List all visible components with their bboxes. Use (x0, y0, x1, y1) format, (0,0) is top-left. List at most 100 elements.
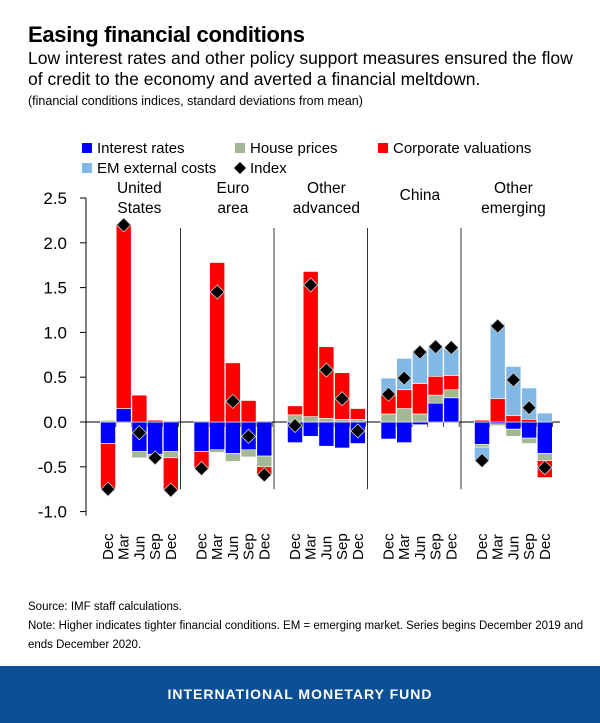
y-tick-label: 0.0 (43, 413, 67, 432)
x-tick-label: Dec (194, 533, 211, 560)
x-tick-label: Jun (318, 536, 335, 560)
bar-segment-house (443, 389, 460, 399)
panel-label: emerging (481, 200, 546, 217)
x-tick-label: Dec (537, 533, 554, 560)
y-tick-label: 2.0 (43, 234, 67, 253)
index-marker (428, 339, 444, 355)
legend-swatch-corp (378, 143, 388, 153)
bar-segment-house (380, 413, 397, 423)
bar-segment-corp (225, 362, 241, 423)
bar-segment-corp (349, 408, 366, 420)
legend-label-index: Index (250, 160, 287, 177)
bar-segment-house (100, 419, 116, 423)
panel-label: Other (494, 180, 533, 197)
index-marker (380, 386, 397, 402)
index-marker (521, 400, 537, 416)
bar-segment-house (256, 455, 273, 468)
panel-label: China (400, 187, 441, 204)
legend-label-corp: Corporate valuations (393, 140, 531, 157)
bar-segment-house (302, 416, 319, 423)
x-tick-label: Jun (131, 536, 148, 560)
x-tick-label: Mar (490, 534, 507, 560)
index-marker (241, 428, 257, 444)
chart-notes: Source: IMF staff calculations. Note: Hi… (28, 598, 588, 655)
bar-segment-interest (521, 421, 537, 439)
bar-segment-house (131, 451, 148, 459)
index-marker (116, 217, 132, 233)
panel-label: States (117, 200, 161, 217)
bar-segment-house (163, 451, 179, 459)
x-tick-label: Jun (225, 536, 242, 560)
bar-segment-house (536, 453, 553, 461)
index-marker (412, 344, 428, 360)
index-marker (163, 482, 179, 498)
index-marker (131, 425, 147, 441)
bar-segment-em (536, 412, 553, 423)
chart-subtitle: Low interest rates and other policy supp… (28, 48, 573, 89)
bar-segment-corp (505, 415, 522, 423)
bar-segment-house (318, 418, 335, 423)
index-marker (256, 467, 272, 483)
y-tick-label: -0.5 (38, 458, 67, 477)
bar-segment-house (412, 413, 428, 423)
bar-segment-corp (287, 405, 303, 416)
bar-segment-corp (147, 419, 163, 423)
x-tick-label: Mar (303, 534, 320, 560)
index-marker (303, 277, 319, 293)
bar-segment-corp (240, 400, 257, 423)
index-marker (318, 362, 334, 378)
bar-segment-house (489, 423, 506, 426)
chart-title: Easing financial conditions (28, 22, 305, 47)
panel-label: advanced (293, 200, 360, 217)
x-tick-label: Sep (334, 533, 351, 560)
index-marker (193, 461, 210, 477)
index-marker (350, 423, 366, 439)
stacked-bar-chart: Interest rates House prices Corporate valu… (38, 140, 560, 560)
bar-segment-corp (521, 419, 537, 423)
bar-segment-interest (412, 421, 428, 425)
index-marker (537, 460, 553, 476)
index-marker (147, 450, 163, 466)
x-tick-label: Sep (241, 533, 258, 560)
index-marker (209, 284, 225, 300)
index-marker (100, 481, 116, 497)
x-tick-label: Dec (100, 533, 117, 560)
bar-segment-house (225, 453, 241, 462)
bar-segment-house (396, 408, 413, 423)
bar-segment-interest (505, 421, 522, 430)
bar-segment-corp (131, 394, 148, 423)
x-tick-label: Dec (287, 533, 304, 560)
bar-segment-interest (318, 421, 335, 447)
bar-segment-corp (427, 376, 444, 396)
legend-marker-index (234, 162, 246, 174)
x-tick-label: Dec (256, 533, 273, 560)
y-tick-label: 1.0 (43, 323, 67, 342)
x-tick-label: Dec (350, 533, 367, 560)
bar-segment-interest (380, 421, 397, 440)
footnote: Note: Higher indicates tighter financial… (28, 620, 584, 651)
x-tick-label: Dec (443, 533, 460, 560)
bar-segment-interest (427, 402, 444, 423)
source-note: Source: IMF staff calculations. (28, 601, 182, 613)
panel-label: area (217, 200, 248, 217)
panel-label: United (117, 180, 162, 197)
bar-segment-em (489, 323, 506, 400)
legend-label-house: House prices (250, 140, 338, 157)
x-tick-label: Mar (209, 534, 226, 560)
bar-segment-corp (209, 262, 225, 423)
x-tick-label: Dec (474, 533, 491, 560)
bar-segment-corp (396, 389, 413, 409)
bar-segment-interest (225, 421, 241, 454)
bar-segment-corp (412, 383, 428, 415)
bar-segment-interest (193, 421, 210, 452)
panel-label: Other (307, 180, 346, 197)
bar-segment-corp (474, 419, 490, 423)
bar-segment-house (427, 394, 444, 404)
bar-segment-interest (334, 421, 350, 449)
x-tick-label: Mar (396, 534, 413, 560)
index-marker (334, 391, 350, 407)
bar-segment-house (334, 419, 350, 423)
x-tick-label: Mar (116, 534, 133, 560)
bar-segment-interest (302, 421, 319, 437)
x-tick-label: Jun (412, 536, 429, 560)
